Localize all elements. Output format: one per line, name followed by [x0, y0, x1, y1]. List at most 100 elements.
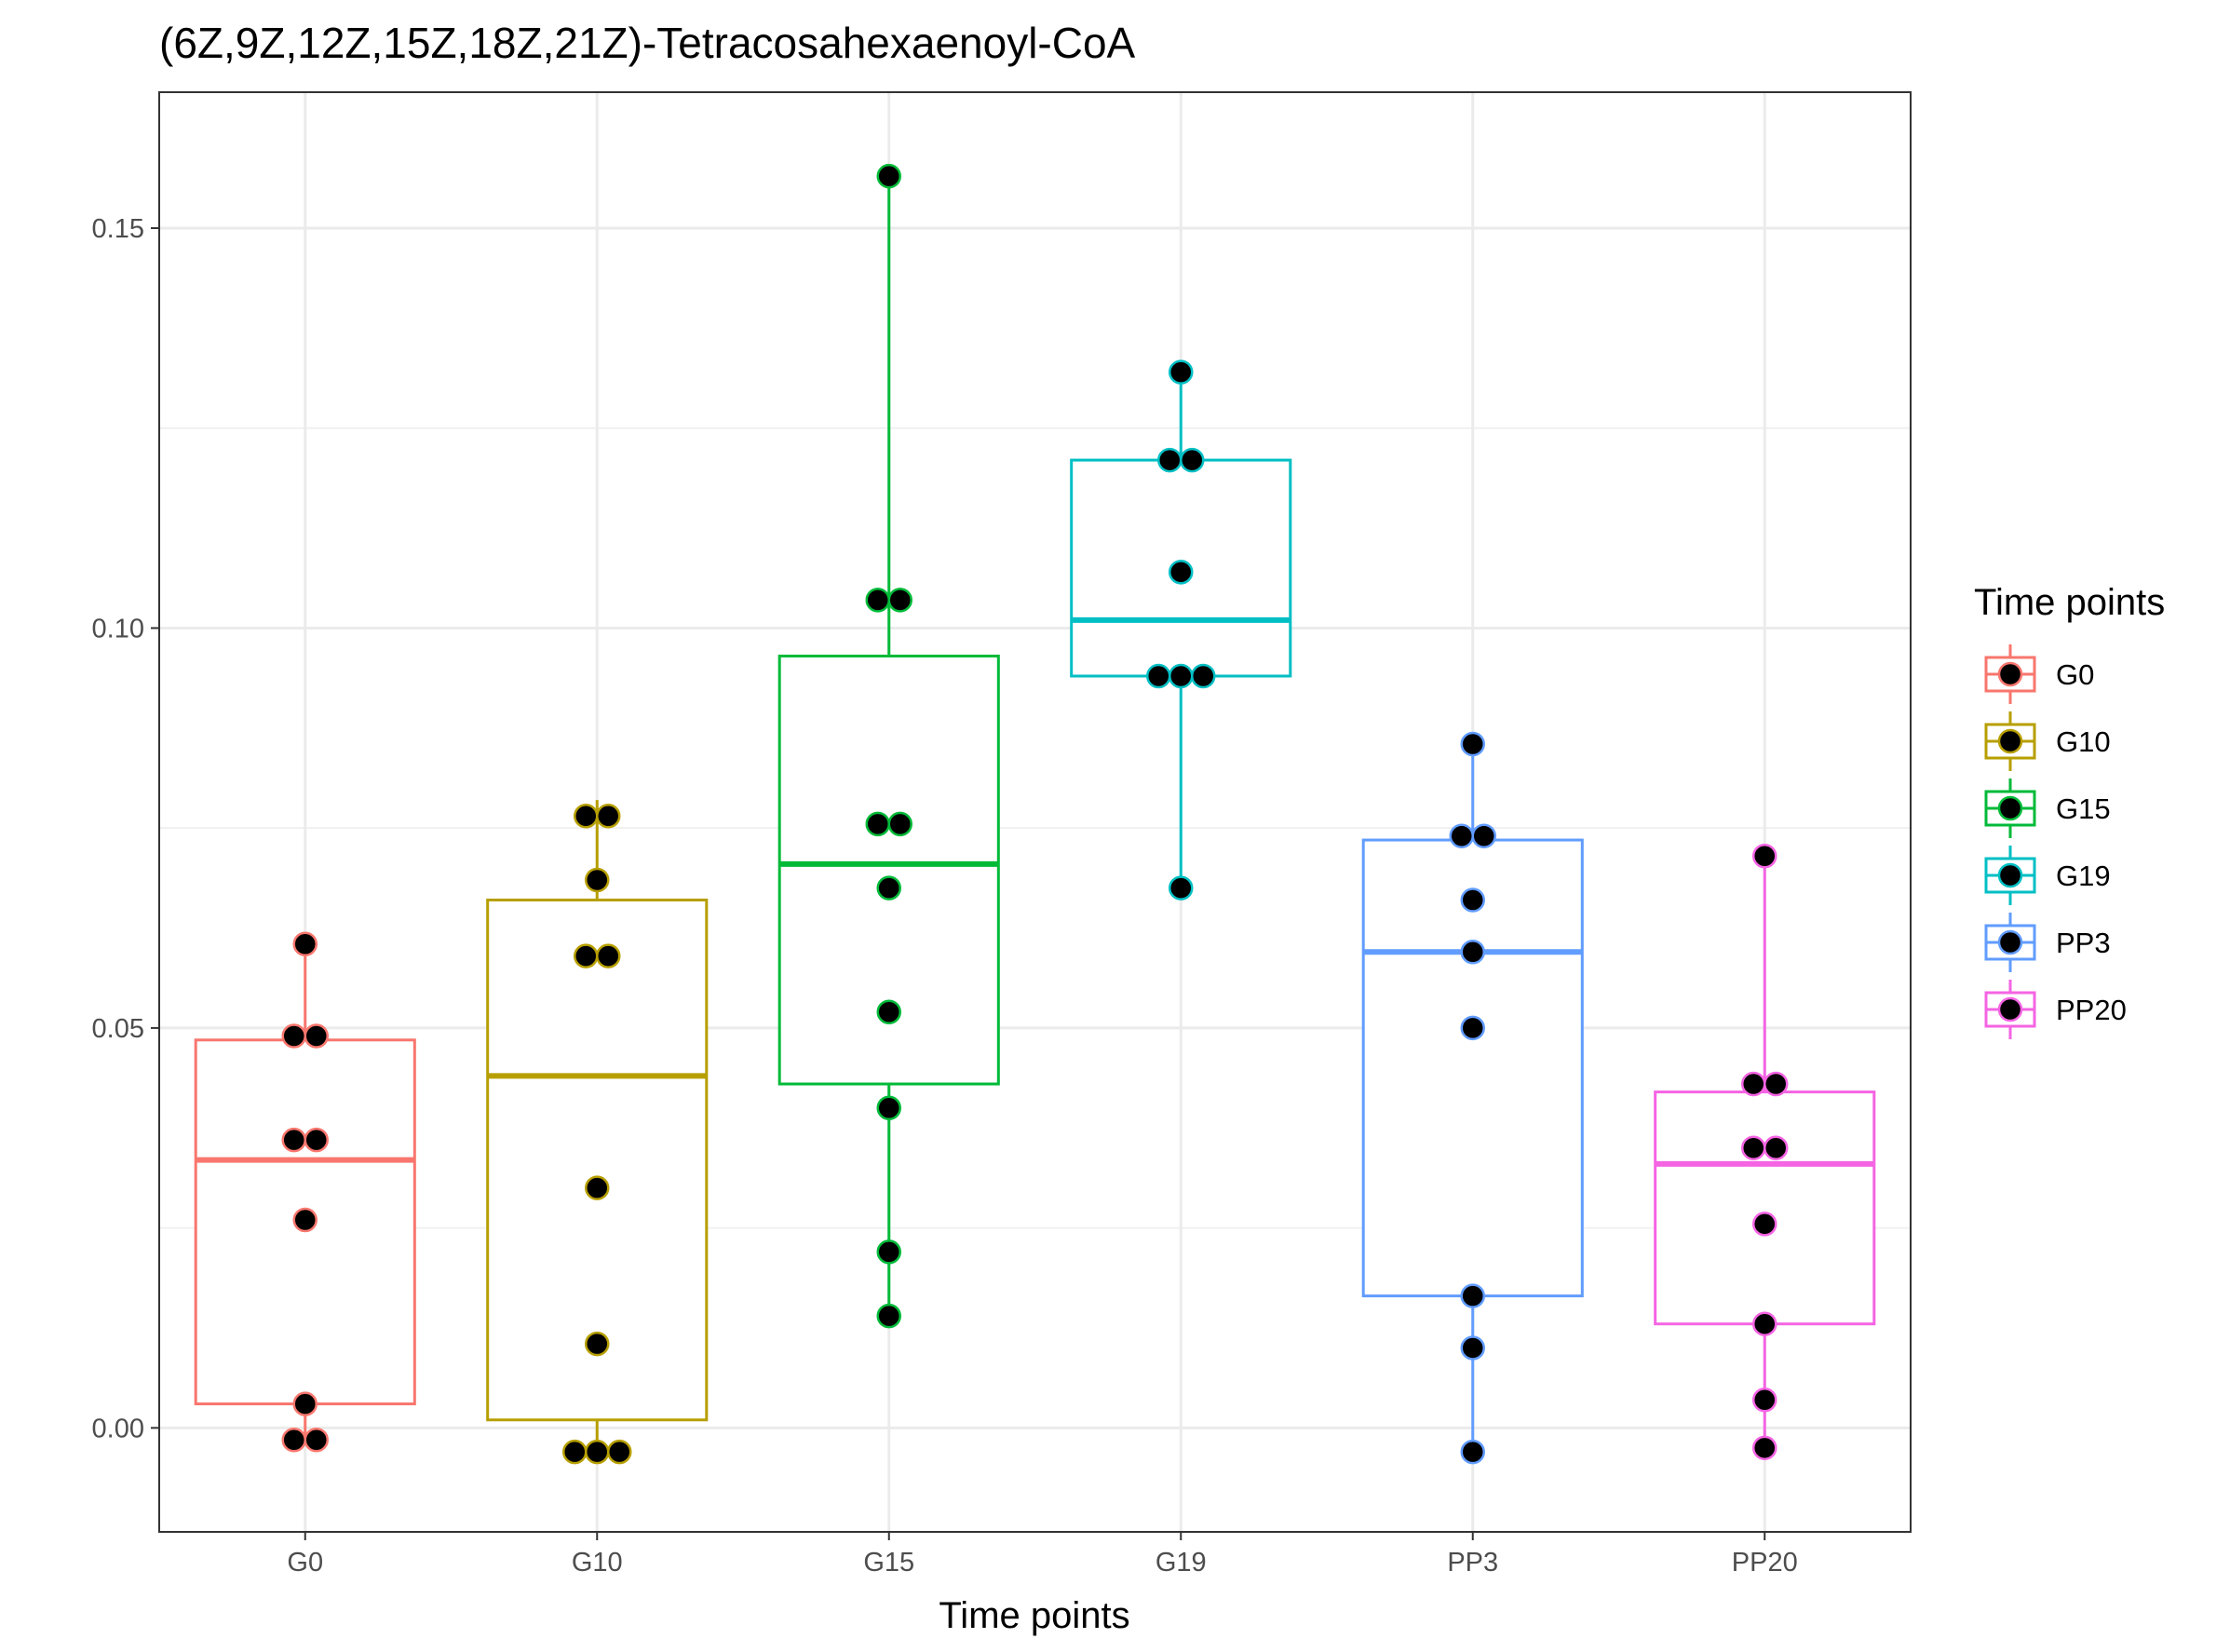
- data-point: [281, 1127, 306, 1153]
- points-pp20: [1741, 843, 1789, 1461]
- legend-key-point: [1997, 929, 2023, 955]
- y-tick-label: 0.00: [92, 1414, 144, 1443]
- data-point: [1169, 359, 1194, 385]
- data-point: [1449, 823, 1474, 849]
- data-points: [281, 163, 1789, 1465]
- axes: 0.00 0.05 0.10 0.15 G0 G10 G15 G19 PP3 PP20: [92, 214, 1798, 1578]
- data-point: [596, 943, 621, 968]
- x-tick-label: G0: [287, 1548, 323, 1578]
- data-point: [876, 875, 901, 900]
- x-tick-label: G19: [1156, 1548, 1207, 1578]
- plot-panel-border: [158, 91, 1912, 1533]
- data-point: [304, 1427, 329, 1453]
- legend-item-g10: G10: [1984, 711, 2111, 771]
- data-point: [1460, 1015, 1485, 1041]
- data-point: [304, 1127, 329, 1153]
- chart-title: (6Z,9Z,12Z,15Z,18Z,21Z)-Tetracosahexaeno…: [159, 19, 1136, 67]
- data-point: [292, 931, 318, 956]
- data-point: [1460, 940, 1485, 965]
- data-point: [887, 811, 912, 837]
- data-point: [1460, 1439, 1485, 1465]
- data-point: [1752, 843, 1777, 869]
- data-point: [1169, 560, 1194, 585]
- data-point: [865, 588, 890, 613]
- data-point: [865, 811, 890, 837]
- data-point: [281, 1427, 306, 1453]
- data-point: [876, 1095, 901, 1121]
- points-g15: [865, 163, 912, 1329]
- data-point: [876, 1239, 901, 1265]
- data-point: [1169, 663, 1194, 689]
- data-point: [1460, 1283, 1485, 1308]
- data-point: [574, 804, 599, 829]
- legend-key-point: [1997, 728, 2023, 754]
- legend-label: PP20: [2056, 994, 2127, 1026]
- data-point: [1146, 663, 1171, 689]
- data-point: [585, 1331, 610, 1357]
- legend-label: G0: [2056, 658, 2094, 691]
- y-tick-label: 0.05: [92, 1014, 144, 1044]
- data-point: [304, 1023, 329, 1049]
- data-point: [585, 867, 610, 893]
- data-point: [1752, 1435, 1777, 1461]
- data-point: [1471, 823, 1496, 849]
- legend-label: PP3: [2056, 927, 2111, 959]
- data-point: [585, 1439, 610, 1465]
- data-point: [1741, 1135, 1766, 1160]
- data-point: [1764, 1135, 1789, 1160]
- x-tick-label: G10: [572, 1548, 623, 1578]
- y-tick-label: 0.10: [92, 614, 144, 643]
- legend-key-point: [1997, 661, 2023, 687]
- legend-key-point: [1997, 795, 2023, 821]
- data-point: [1180, 447, 1205, 473]
- data-point: [281, 1023, 306, 1049]
- data-point: [1460, 731, 1485, 757]
- x-tick-label: PP3: [1447, 1548, 1498, 1578]
- points-pp3: [1449, 731, 1496, 1465]
- legend-key-point: [1997, 862, 2023, 888]
- data-point: [596, 804, 621, 829]
- legend-item-g19: G19: [1984, 846, 2111, 905]
- x-tick-label: G15: [863, 1548, 914, 1578]
- data-point: [876, 999, 901, 1024]
- legend-title: Time points: [1974, 582, 2165, 623]
- data-point: [1460, 887, 1485, 913]
- data-point: [562, 1439, 588, 1465]
- data-point: [292, 1207, 318, 1233]
- data-point: [1460, 1335, 1485, 1361]
- legend-item-g0: G0: [1984, 644, 2094, 704]
- data-point: [1752, 1212, 1777, 1237]
- data-point: [1764, 1071, 1789, 1097]
- data-point: [1752, 1388, 1777, 1413]
- data-point: [1741, 1071, 1766, 1097]
- data-point: [876, 163, 901, 189]
- legend-item-pp3: PP3: [1984, 913, 2111, 972]
- legend-label: G10: [2056, 725, 2111, 758]
- data-point: [887, 588, 912, 613]
- data-point: [1157, 447, 1183, 473]
- data-point: [1169, 875, 1194, 900]
- box: [1361, 838, 1584, 1298]
- x-axis-title: Time points: [939, 1595, 1129, 1636]
- points-g0: [281, 931, 329, 1453]
- boxplots: [194, 176, 1876, 1453]
- legend-item-pp20: PP20: [1984, 980, 2127, 1039]
- boxplot-pp20: [1654, 856, 1876, 1448]
- legend-label: G19: [2056, 860, 2111, 892]
- plot-panel-background: [159, 92, 1911, 1532]
- legend: Time points G0 G10 G15 G19 PP3 PP20: [1974, 582, 2165, 1039]
- boxplot-pp3: [1361, 743, 1584, 1453]
- box: [1654, 1090, 1876, 1326]
- legend-key-point: [1997, 996, 2023, 1022]
- data-point: [585, 1175, 610, 1200]
- points-g10: [562, 804, 632, 1465]
- data-point: [1191, 663, 1216, 689]
- data-point: [1752, 1311, 1777, 1336]
- points-g19: [1146, 359, 1216, 900]
- legend-label: G15: [2056, 792, 2111, 825]
- grid: [159, 92, 1911, 1532]
- data-point: [876, 1303, 901, 1329]
- legend-item-g15: G15: [1984, 779, 2111, 838]
- data-point: [574, 943, 599, 968]
